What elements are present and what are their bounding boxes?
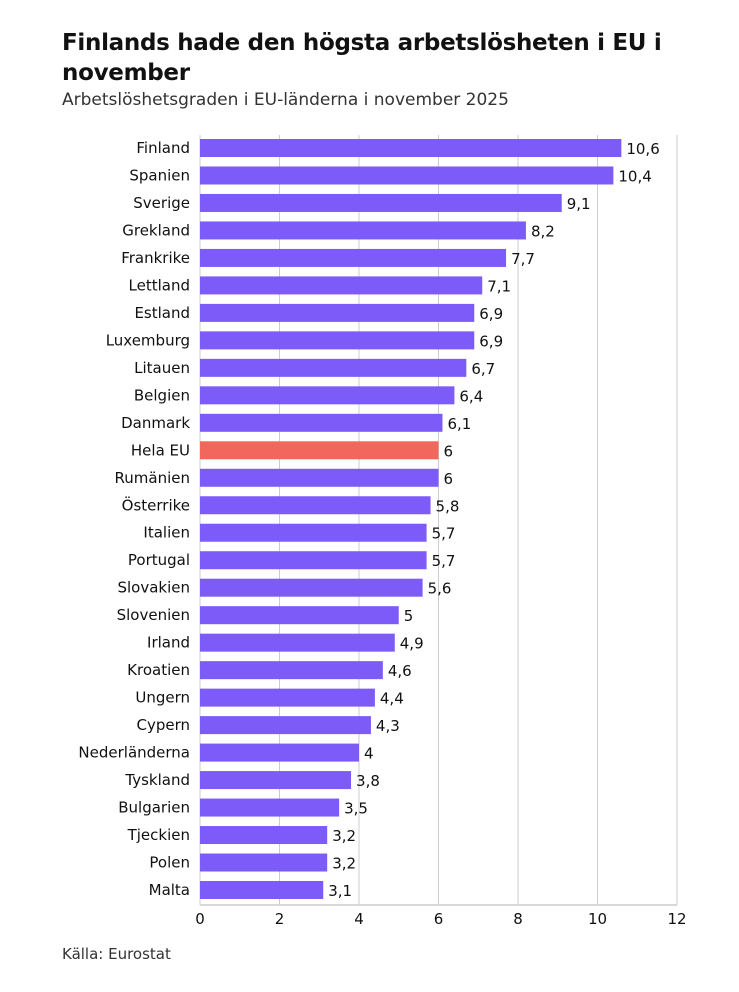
category-label: Grekland (122, 221, 190, 239)
category-label: Tjeckien (127, 826, 190, 844)
category-label: Rumänien (115, 469, 190, 487)
data-label: 6,4 (459, 387, 483, 405)
bar (200, 771, 352, 790)
data-label: 3,1 (328, 882, 352, 900)
data-label: 6 (444, 442, 454, 460)
bar (200, 193, 562, 212)
data-label: 6,9 (479, 332, 503, 350)
category-label: Portugal (128, 551, 190, 569)
x-tick-label: 6 (434, 910, 444, 928)
category-label: Cypern (136, 716, 190, 734)
bar (200, 578, 423, 597)
category-label: Spanien (129, 166, 190, 184)
data-label: 6,1 (447, 415, 471, 433)
bar (200, 221, 526, 240)
data-label: 6,7 (471, 360, 495, 378)
category-label: Kroatien (127, 661, 190, 679)
data-label: 3,5 (344, 800, 368, 818)
category-label: Lettland (129, 276, 190, 294)
data-label: 4,3 (376, 717, 400, 735)
bar (200, 633, 395, 652)
bar (200, 276, 483, 295)
bar (200, 688, 375, 707)
chart-title: Finlands hade den högsta arbetslösheten … (62, 30, 662, 86)
data-label: 5,7 (432, 525, 456, 543)
x-tick-label: 0 (195, 910, 205, 928)
category-label: Litauen (134, 359, 190, 377)
category-label: Tyskland (124, 771, 190, 789)
chart-subtitle: Arbetslöshetsgraden i EU-länderna i nove… (62, 90, 509, 110)
bar (200, 798, 340, 817)
bar (200, 853, 328, 872)
bar (200, 386, 455, 405)
x-tick-label: 4 (354, 910, 364, 928)
category-label: Ungern (135, 689, 190, 707)
bar (200, 248, 507, 267)
data-label: 5,7 (432, 552, 456, 570)
bar (200, 331, 475, 350)
category-label: Slovenien (117, 606, 190, 624)
data-label: 3,8 (356, 772, 380, 790)
bar (200, 826, 328, 845)
category-label: Luxemburg (106, 331, 190, 349)
category-label: Nederländerna (78, 744, 190, 762)
category-label: Belgien (134, 386, 190, 404)
bar (200, 551, 427, 570)
data-label: 5,8 (436, 497, 460, 515)
category-label: Slovakien (117, 579, 190, 597)
category-label: Estland (134, 304, 190, 322)
category-label: Bulgarien (118, 799, 190, 817)
bar (200, 496, 431, 515)
bar (200, 413, 443, 432)
chart-source: Källa: Eurostat (62, 945, 171, 963)
bar (200, 139, 622, 157)
data-label: 4,6 (388, 662, 412, 680)
bar (200, 358, 467, 377)
bar (200, 881, 324, 899)
category-label: Hela EU (131, 441, 190, 459)
x-tick-label: 12 (667, 910, 686, 928)
bar (200, 441, 439, 460)
bar (200, 166, 614, 185)
data-label: 5 (404, 607, 414, 625)
category-label: Danmark (121, 414, 190, 432)
category-label: Italien (143, 524, 190, 542)
x-tick-label: 8 (513, 910, 523, 928)
bar (200, 743, 359, 762)
data-label: 3,2 (332, 827, 356, 845)
category-label: Frankrike (121, 249, 190, 267)
bar (200, 523, 427, 542)
data-label: 10,4 (618, 167, 651, 185)
data-label: 5,6 (428, 580, 452, 598)
bar (200, 468, 439, 487)
bar (200, 303, 475, 322)
data-label: 4,9 (400, 635, 424, 653)
bar (200, 661, 383, 680)
category-label: Sverige (133, 194, 190, 212)
category-label: Malta (149, 881, 190, 899)
data-label: 4 (364, 745, 374, 763)
bar (200, 606, 399, 625)
category-label: Österrike (122, 495, 190, 514)
bar (200, 716, 371, 735)
x-tick-label: 2 (275, 910, 285, 928)
data-label: 3,2 (332, 855, 356, 873)
data-label: 10,6 (626, 140, 659, 158)
category-label: Polen (149, 854, 190, 872)
data-label: 7,7 (511, 250, 535, 268)
data-label: 7,1 (487, 277, 511, 295)
data-label: 4,4 (380, 690, 404, 708)
x-tick-label: 10 (588, 910, 607, 928)
data-label: 6 (444, 470, 454, 488)
data-label: 9,1 (567, 195, 591, 213)
data-label: 6,9 (479, 305, 503, 323)
category-label: Irland (147, 634, 190, 652)
data-label: 8,2 (531, 222, 555, 240)
category-label: Finland (136, 139, 190, 157)
